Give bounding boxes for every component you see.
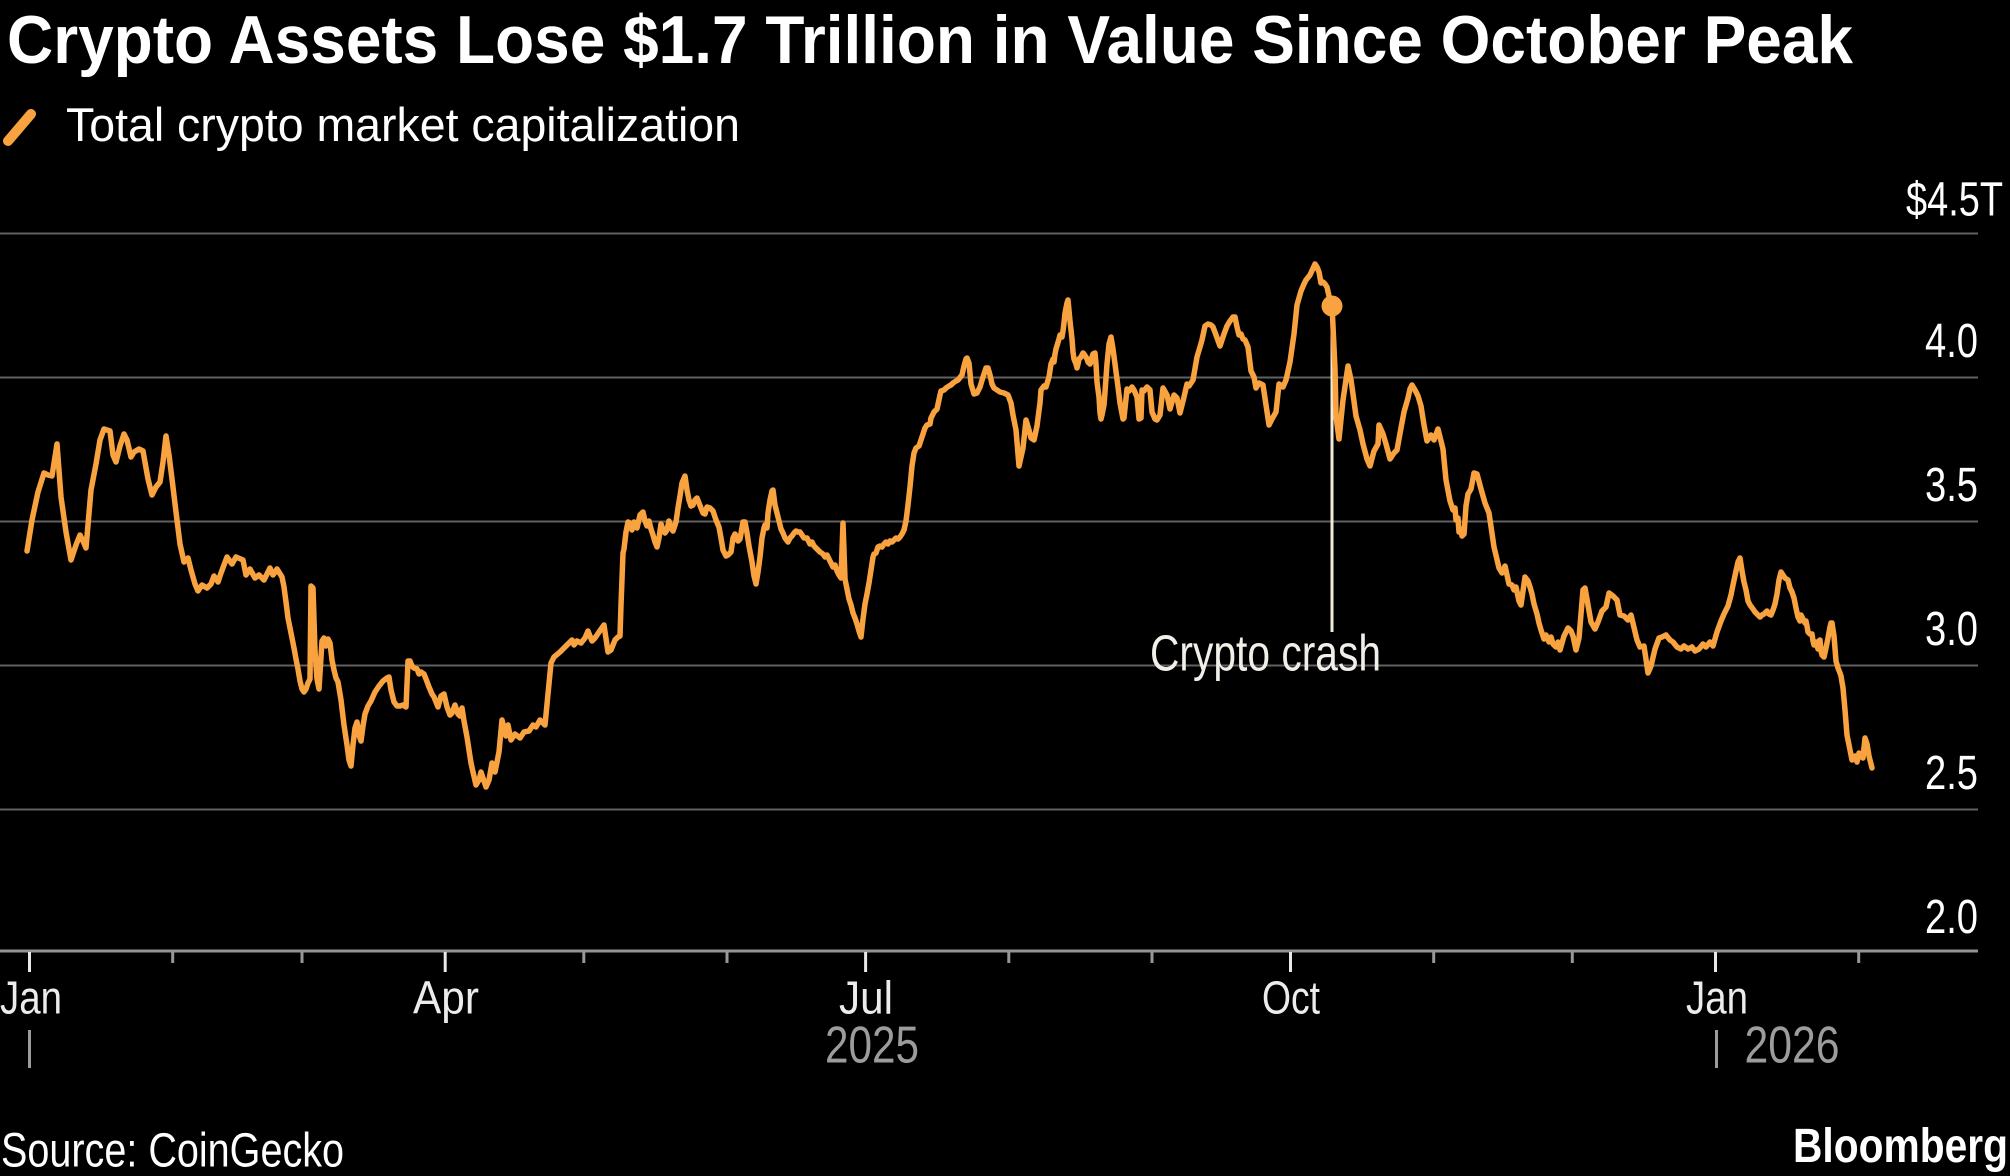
svg-text:4.0: 4.0 [1925,315,1978,368]
svg-text:2.0: 2.0 [1925,891,1978,944]
svg-text:Jan: Jan [0,972,62,1024]
svg-text:Oct: Oct [1262,972,1320,1024]
svg-text:Crypto Assets Lose $1.7 Trilli: Crypto Assets Lose $1.7 Trillion in Valu… [7,2,1853,78]
svg-text:2026: 2026 [1745,1017,1840,1075]
svg-text:Apr: Apr [413,972,479,1024]
svg-text:2.5: 2.5 [1925,747,1978,800]
svg-text:Total crypto market capitaliza: Total crypto market capitalization [66,98,740,151]
svg-text:Crypto crash: Crypto crash [1150,625,1381,682]
svg-text:Source: CoinGecko: Source: CoinGecko [1,1125,344,1176]
svg-text:$4.5T: $4.5T [1906,174,2003,227]
svg-text:Bloomberg: Bloomberg [1793,1120,2008,1173]
svg-text:3.0: 3.0 [1925,603,1978,656]
svg-text:Jul: Jul [839,972,893,1024]
svg-text:2025: 2025 [825,1017,919,1075]
svg-text:3.5: 3.5 [1925,459,1978,512]
svg-text:Jan: Jan [1686,972,1748,1024]
